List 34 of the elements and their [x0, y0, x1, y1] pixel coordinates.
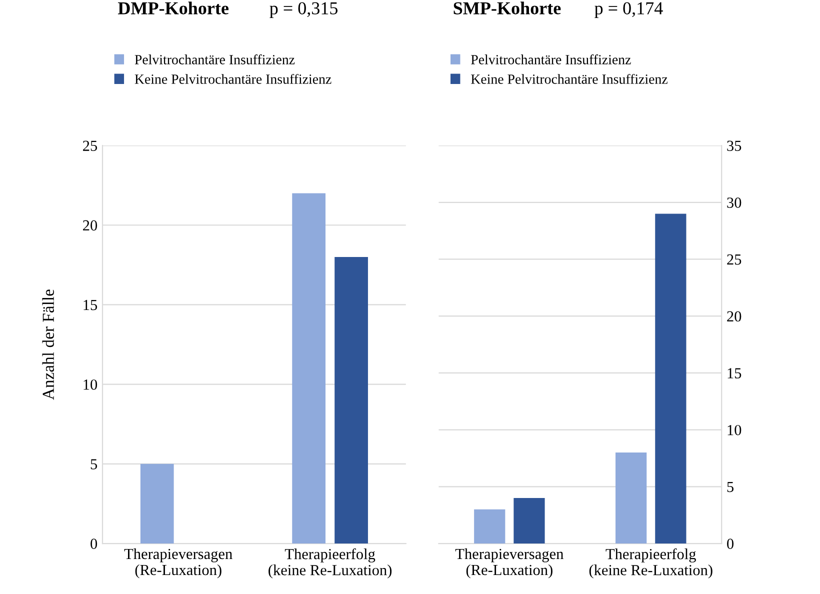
chart-title: SMP-Kohorte	[454, 2, 561, 14]
legend-label: Keine Pelvitrochantäre Insuffizienz	[134, 74, 332, 84]
bar	[655, 214, 686, 544]
y-tick-label: 5	[727, 482, 734, 492]
y-axis-title: Anzahl der Fälle	[42, 290, 54, 400]
x-tick-label: Therapieerfolg (keine Re-Luxation)	[268, 548, 392, 578]
legend-label: Keine Pelvitrochantäre Insuffizienz	[471, 74, 668, 84]
y-tick-label: 10	[84, 379, 98, 390]
x-tick-label: Therapieerfolg (keine Re-Luxation)	[589, 548, 712, 578]
y-tick-label: 0	[90, 538, 98, 549]
y-tick-label: 25	[727, 254, 742, 265]
bar	[474, 509, 506, 544]
legend-label: Pelvitrochantäre Insuffizienz	[471, 54, 631, 64]
y-tick-label: 25	[83, 140, 98, 151]
y-tick-label: 5	[90, 459, 98, 470]
x-tick-label: Therapieversagen (Re-Luxation)	[455, 548, 564, 578]
y-tick-label: 10	[728, 424, 742, 436]
bar	[292, 193, 326, 544]
bar	[140, 464, 174, 544]
y-tick-label: 15	[728, 368, 742, 378]
y-tick-label: 20	[83, 220, 98, 231]
chart-title: DMP-Kohorte	[118, 2, 229, 14]
legend-label: Pelvitrochantäre Insuffizienz	[134, 54, 295, 64]
bar	[514, 498, 545, 544]
bar	[616, 452, 647, 544]
text: p = 0,174	[594, 2, 663, 18]
y-tick-label: 30	[727, 198, 742, 208]
y-tick-label: 15	[84, 300, 98, 310]
y-tick-label: 35	[727, 140, 742, 151]
bar	[334, 256, 368, 544]
y-tick-label: 0	[727, 538, 734, 549]
x-tick-label: Therapieversagen (Re-Luxation)	[124, 548, 232, 578]
text: p = 0,315	[270, 2, 338, 18]
y-tick-label: 20	[727, 311, 742, 322]
